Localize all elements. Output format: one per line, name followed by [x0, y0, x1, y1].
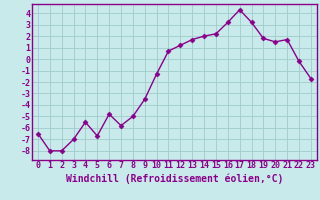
- X-axis label: Windchill (Refroidissement éolien,°C): Windchill (Refroidissement éolien,°C): [66, 173, 283, 184]
